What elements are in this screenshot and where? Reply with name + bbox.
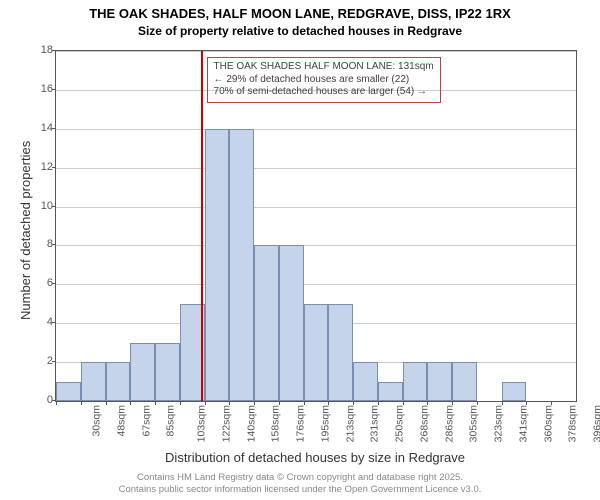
- y-tick-label: 0: [35, 394, 53, 406]
- histogram-bar: [304, 304, 329, 401]
- y-tick-label: 18: [35, 44, 53, 56]
- histogram-bar: [452, 362, 477, 401]
- gridline: [56, 168, 576, 169]
- x-tick-label: 30sqm: [91, 405, 103, 437]
- gridline: [56, 207, 576, 208]
- y-axis-label: Number of detached properties: [18, 141, 33, 320]
- y-tick-mark: [52, 283, 56, 284]
- x-tick-mark: [106, 401, 107, 405]
- histogram-bar: [353, 362, 378, 401]
- y-tick-mark: [52, 50, 56, 51]
- y-tick-label: 6: [35, 277, 53, 289]
- footer-text: Contains HM Land Registry data © Crown c…: [50, 472, 550, 497]
- annotation-line: ← 29% of detached houses are smaller (22…: [214, 74, 434, 87]
- gridline: [56, 245, 576, 246]
- y-tick-mark: [52, 128, 56, 129]
- histogram-bar: [106, 362, 131, 401]
- y-tick-mark: [52, 244, 56, 245]
- x-tick-label: 286sqm: [443, 405, 455, 442]
- x-tick-label: 323sqm: [493, 405, 505, 442]
- histogram-bar: [403, 362, 428, 401]
- x-tick-label: 103sqm: [195, 405, 207, 442]
- y-tick-mark: [52, 206, 56, 207]
- x-tick-label: 378sqm: [567, 405, 579, 442]
- plot-area: THE OAK SHADES HALF MOON LANE: 131sqm← 2…: [55, 50, 577, 402]
- histogram-bar: [130, 343, 155, 401]
- x-tick-mark: [81, 401, 82, 405]
- chart-title: THE OAK SHADES, HALF MOON LANE, REDGRAVE…: [0, 6, 600, 23]
- y-tick-label: 16: [35, 83, 53, 95]
- x-tick-label: 268sqm: [418, 405, 430, 442]
- x-tick-label: 158sqm: [270, 405, 282, 442]
- histogram-bar: [81, 362, 106, 401]
- y-tick-label: 12: [35, 161, 53, 173]
- x-tick-mark: [180, 401, 181, 405]
- x-tick-label: 213sqm: [344, 405, 356, 442]
- x-tick-label: 176sqm: [294, 405, 306, 442]
- histogram-bar: [328, 304, 353, 401]
- x-tick-label: 67sqm: [140, 405, 152, 437]
- histogram-bar: [502, 382, 527, 401]
- x-tick-mark: [130, 401, 131, 405]
- y-tick-mark: [52, 89, 56, 90]
- reference-line: [201, 51, 203, 401]
- y-tick-label: 4: [35, 316, 53, 328]
- annotation-box: THE OAK SHADES HALF MOON LANE: 131sqm← 2…: [207, 57, 441, 103]
- histogram-bar: [229, 129, 254, 401]
- x-tick-label: 341sqm: [517, 405, 529, 442]
- y-tick-label: 8: [35, 238, 53, 250]
- annotation-line: 70% of semi-detached houses are larger (…: [214, 86, 434, 99]
- histogram-bar: [155, 343, 180, 401]
- x-tick-mark: [56, 401, 57, 405]
- x-tick-mark: [155, 401, 156, 405]
- x-tick-label: 48sqm: [115, 405, 127, 437]
- histogram-bar: [378, 382, 403, 401]
- x-tick-label: 122sqm: [220, 405, 232, 442]
- gridline: [56, 129, 576, 130]
- histogram-bar: [56, 382, 81, 401]
- chart-subtitle: Size of property relative to detached ho…: [0, 24, 600, 40]
- footer-line1: Contains HM Land Registry data © Crown c…: [137, 472, 463, 483]
- y-tick-mark: [52, 167, 56, 168]
- y-tick-label: 14: [35, 122, 53, 134]
- x-tick-label: 250sqm: [394, 405, 406, 442]
- x-axis-label: Distribution of detached houses by size …: [55, 450, 575, 465]
- histogram-bar: [254, 245, 279, 401]
- annotation-line: THE OAK SHADES HALF MOON LANE: 131sqm: [214, 61, 434, 74]
- x-tick-label: 85sqm: [165, 405, 177, 437]
- x-tick-label: 231sqm: [369, 405, 381, 442]
- y-tick-mark: [52, 361, 56, 362]
- x-tick-label: 396sqm: [592, 405, 600, 442]
- gridline: [56, 284, 576, 285]
- x-tick-label: 195sqm: [319, 405, 331, 442]
- histogram-bar: [279, 245, 304, 401]
- y-tick-label: 2: [35, 355, 53, 367]
- y-tick-mark: [52, 400, 56, 401]
- y-tick-mark: [52, 322, 56, 323]
- x-tick-label: 305sqm: [468, 405, 480, 442]
- gridline: [56, 51, 576, 52]
- y-tick-label: 10: [35, 200, 53, 212]
- histogram-bar: [427, 362, 452, 401]
- x-tick-label: 360sqm: [542, 405, 554, 442]
- x-tick-label: 140sqm: [245, 405, 257, 442]
- footer-line2: Contains public sector information licen…: [119, 484, 482, 495]
- histogram-bar: [205, 129, 230, 401]
